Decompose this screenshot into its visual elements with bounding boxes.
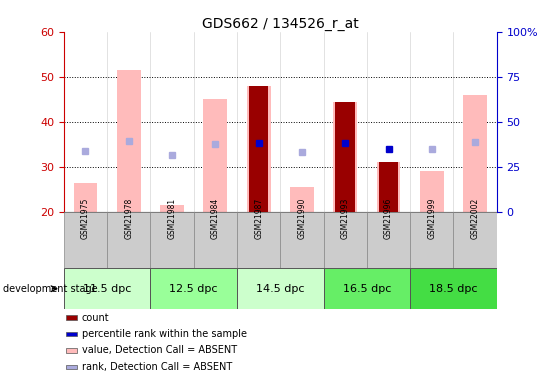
Text: GSM21987: GSM21987 [254, 198, 263, 239]
Text: GSM21975: GSM21975 [81, 198, 90, 239]
Bar [453, 212, 497, 268]
Text: 14.5 dpc: 14.5 dpc [256, 284, 305, 294]
Bar [280, 212, 324, 268]
Bar [66, 315, 77, 320]
Bar [66, 332, 77, 336]
Text: percentile rank within the sample: percentile rank within the sample [82, 329, 247, 339]
Bar [66, 364, 77, 369]
Text: 18.5 dpc: 18.5 dpc [429, 284, 478, 294]
Bar [150, 268, 237, 309]
Text: GSM21984: GSM21984 [211, 198, 220, 239]
Bar [160, 205, 184, 212]
Bar [367, 212, 410, 268]
Title: GDS662 / 134526_r_at: GDS662 / 134526_r_at [202, 17, 359, 31]
Text: GSM21999: GSM21999 [427, 198, 436, 239]
Bar [66, 348, 77, 352]
Bar [249, 86, 269, 212]
Bar [247, 86, 270, 212]
Bar [379, 162, 398, 212]
Text: GSM21990: GSM21990 [297, 198, 306, 239]
Text: value, Detection Call = ABSENT: value, Detection Call = ABSENT [82, 345, 237, 355]
Text: GSM21993: GSM21993 [341, 198, 350, 239]
Bar [194, 212, 237, 268]
Text: development stage: development stage [3, 284, 97, 294]
Text: 16.5 dpc: 16.5 dpc [342, 284, 391, 294]
Bar [117, 70, 140, 212]
Text: GSM21981: GSM21981 [168, 198, 176, 239]
Bar [410, 212, 453, 268]
Bar [204, 99, 227, 212]
Bar [410, 268, 497, 309]
Bar [74, 183, 97, 212]
Text: 11.5 dpc: 11.5 dpc [83, 284, 132, 294]
Bar [237, 268, 324, 309]
Bar [420, 171, 443, 212]
Bar [335, 102, 355, 212]
Bar [290, 187, 314, 212]
Text: GSM22002: GSM22002 [471, 198, 480, 239]
Text: GSM21996: GSM21996 [384, 198, 393, 239]
Bar [150, 212, 194, 268]
Bar [324, 268, 410, 309]
Bar [107, 212, 150, 268]
Bar [64, 268, 150, 309]
Text: GSM21978: GSM21978 [124, 198, 133, 239]
Bar [334, 102, 357, 212]
Bar [237, 212, 280, 268]
Text: rank, Detection Call = ABSENT: rank, Detection Call = ABSENT [82, 362, 232, 372]
Bar [64, 212, 107, 268]
Text: count: count [82, 313, 109, 322]
Bar [377, 162, 400, 212]
Bar [463, 95, 487, 212]
Bar [324, 212, 367, 268]
Text: 12.5 dpc: 12.5 dpc [169, 284, 218, 294]
